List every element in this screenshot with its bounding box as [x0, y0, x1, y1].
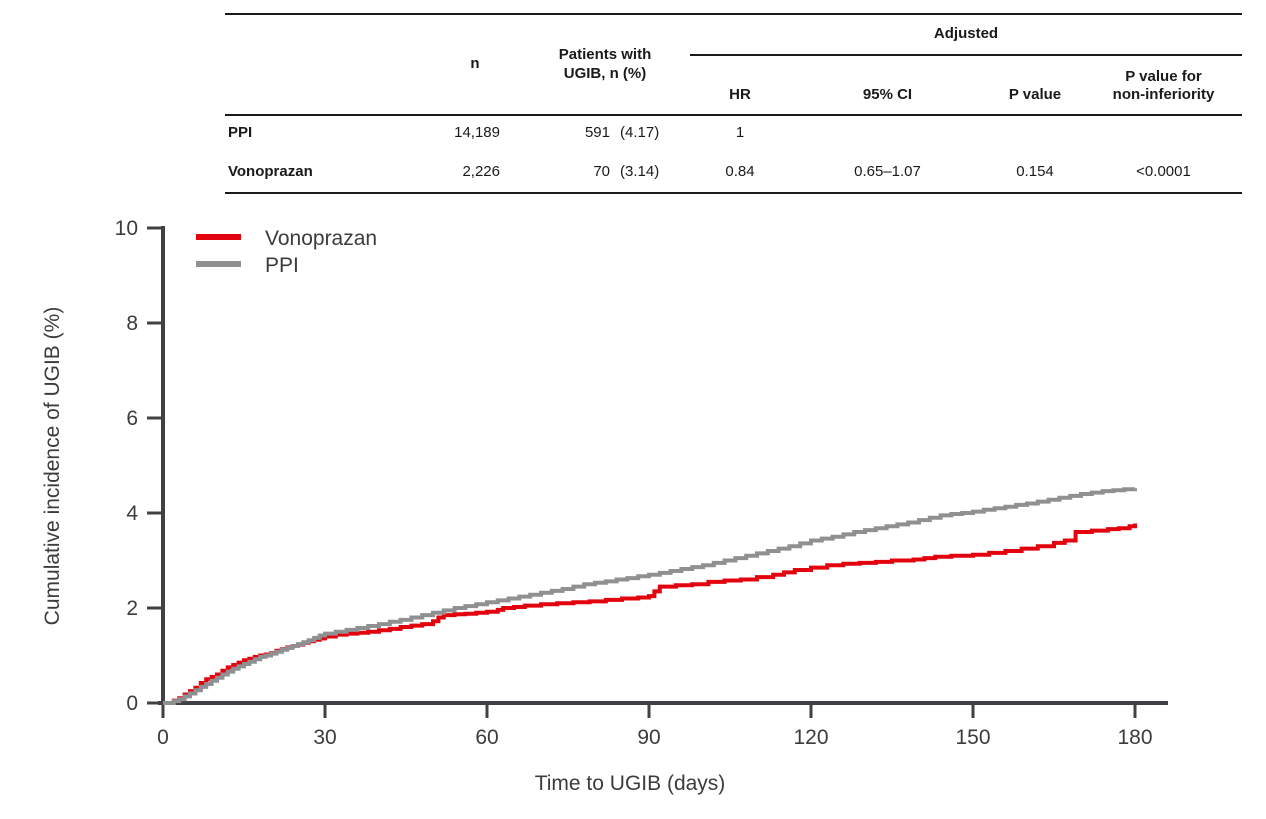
row-vonoprazan-ci: 0.65–1.07 — [854, 163, 921, 181]
x-tick-label: 150 — [955, 726, 990, 749]
row-vonoprazan-n: 2,226 — [462, 163, 500, 181]
row-ppi-events-pct: (4.17) — [620, 124, 660, 142]
row-ppi-n: 14,189 — [454, 124, 500, 142]
row-ppi-events: 591 (4.17) — [520, 114, 690, 153]
summary-table: n Patients with UGIB, n (%) Adjusted HR … — [225, 13, 1242, 194]
row-vonoprazan-hr: 0.84 — [725, 163, 755, 181]
series-ppi — [163, 487, 1137, 705]
legend-swatch-vonoprazan — [196, 234, 241, 240]
legend-swatch-ppi — [196, 261, 241, 267]
y-tick-label: 8 — [126, 312, 138, 335]
x-axis-title: Time to UGIB (days) — [534, 772, 726, 795]
table-rule-header — [225, 114, 1242, 116]
col-header-hr: HR — [729, 86, 751, 104]
col-header-patients-line1: Patients with — [558, 45, 652, 63]
x-tick-label: 30 — [313, 726, 336, 749]
col-header-pni-line1: P value for — [1125, 67, 1202, 85]
col-header-pvalue: P value — [1008, 86, 1062, 104]
x-tick-label: 0 — [157, 726, 169, 749]
legend-label-vonoprazan: Vonoprazan — [265, 227, 378, 250]
x-tick-label: 60 — [475, 726, 498, 749]
x-tick-label: 120 — [793, 726, 828, 749]
table-rule-top — [225, 13, 1242, 15]
table-rule-bottom — [225, 192, 1242, 194]
col-header-pni: P value for non-inferiority — [1085, 56, 1242, 114]
series-vonoprazan — [163, 523, 1137, 705]
y-tick-label: 6 — [126, 407, 138, 430]
row-ppi-label: PPI — [228, 124, 253, 142]
table-grid: n Patients with UGIB, n (%) Adjusted HR … — [225, 15, 1242, 192]
col-header-adjusted: Adjusted — [690, 15, 1242, 56]
row-vonoprazan-pni: <0.0001 — [1136, 163, 1191, 181]
y-tick-label: 2 — [126, 597, 138, 620]
legend-label-ppi: PPI — [265, 254, 299, 277]
y-tick-label: 0 — [126, 692, 138, 715]
row-ppi-hr: 1 — [735, 124, 745, 142]
x-tick-label: 180 — [1117, 726, 1152, 749]
x-tick-label: 90 — [637, 726, 660, 749]
y-axis-title: Cumulative incidence of UGIB (%) — [41, 306, 64, 626]
y-tick-label: 4 — [126, 502, 138, 525]
row-vonoprazan-label: Vonoprazan — [228, 163, 313, 181]
row-ppi-events-n: 591 — [584, 124, 610, 142]
col-header-pni-line2: non-inferiority — [1112, 86, 1215, 104]
y-tick-label: 10 — [115, 217, 138, 240]
col-header-patients-line2: UGIB, n (%) — [563, 64, 647, 82]
row-vonoprazan-events-n: 70 — [593, 163, 610, 181]
row-vonoprazan-events-pct: (3.14) — [620, 163, 660, 181]
row-vonoprazan-events: 70 (3.14) — [520, 153, 690, 192]
col-header-n: n — [470, 55, 480, 73]
col-header-patients: Patients with UGIB, n (%) — [520, 15, 690, 114]
col-header-ci: 95% CI — [862, 86, 913, 104]
row-vonoprazan-pvalue: 0.154 — [1016, 163, 1054, 181]
